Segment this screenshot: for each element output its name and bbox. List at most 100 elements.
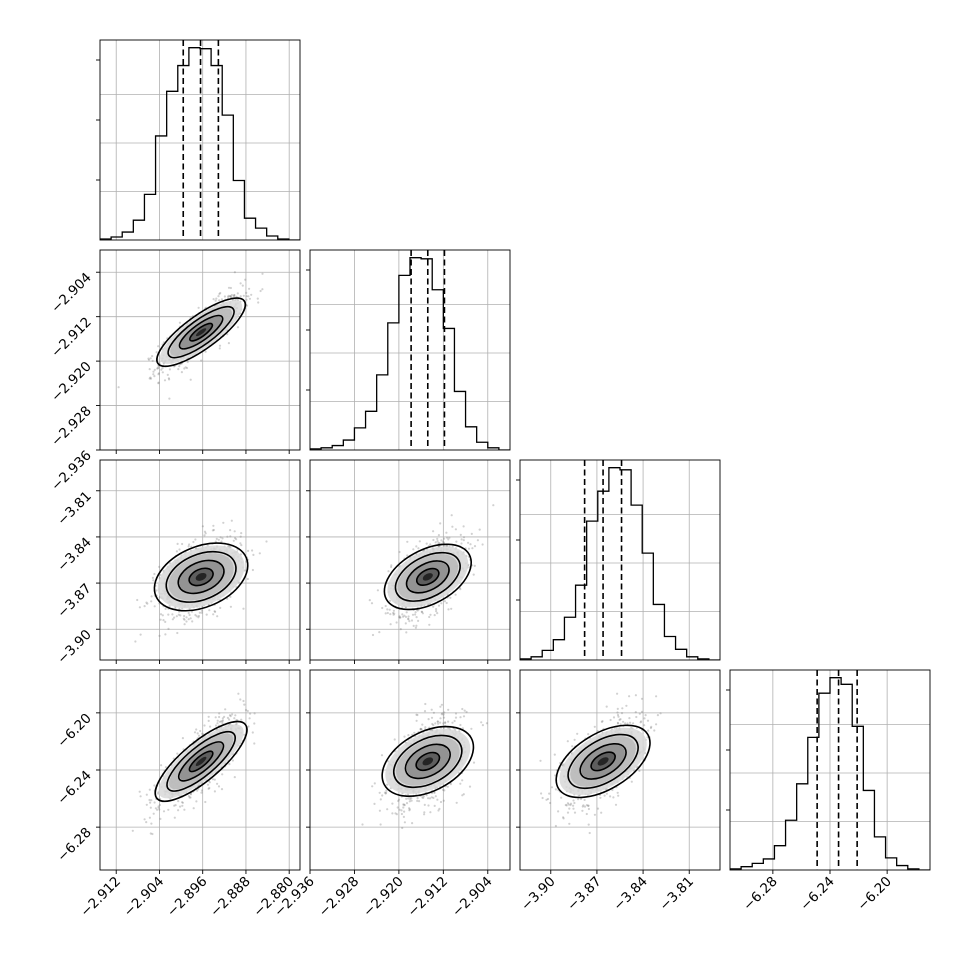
contour-3 (188, 750, 214, 773)
sample-point (242, 294, 245, 297)
sample-point (161, 614, 164, 617)
sample-point (422, 796, 425, 800)
sample-point (429, 811, 432, 814)
sample-point (213, 790, 216, 793)
sample-point (209, 725, 212, 728)
sample-point (444, 721, 447, 724)
sample-point (398, 550, 401, 554)
panel-frame (309, 459, 511, 661)
sample-point (139, 795, 142, 798)
sample-point (229, 595, 232, 599)
sample-point (628, 695, 631, 698)
hist-panel-0 (96, 39, 301, 241)
sample-point (577, 794, 580, 797)
sample-point (212, 613, 215, 616)
sample-point (386, 783, 389, 786)
sample-point (253, 722, 256, 725)
contour-3 (415, 567, 440, 587)
sample-point (460, 538, 463, 541)
sample-point (401, 826, 404, 830)
sample-point (478, 528, 481, 531)
sample-point (427, 718, 430, 721)
sample-point (185, 620, 188, 623)
sample-point (245, 295, 248, 298)
sample-point (248, 717, 251, 720)
sample-point (393, 738, 396, 741)
sample-point (371, 785, 374, 788)
sample-point (261, 272, 264, 275)
sample-point (423, 811, 426, 814)
sample-point (237, 692, 240, 695)
sample-point (429, 543, 432, 546)
sample-point (179, 614, 182, 617)
sample-point (186, 360, 189, 364)
sample-point (229, 529, 232, 532)
sample-point (251, 549, 254, 552)
contour-2 (177, 559, 225, 595)
density-content (520, 670, 720, 870)
sample-point (195, 728, 198, 731)
sample-point (150, 799, 153, 802)
sample-point (416, 713, 419, 717)
sample-point (417, 547, 420, 550)
sample-point (214, 724, 218, 727)
histogram-step-0 (100, 47, 300, 240)
sample-point (176, 752, 179, 755)
sample-point (438, 542, 441, 545)
sample-point (244, 708, 248, 712)
sample-point (158, 808, 161, 811)
sample-point (616, 707, 619, 711)
sample-point (572, 804, 575, 807)
sample-point (148, 816, 151, 819)
contour-1 (165, 550, 237, 603)
sample-point (167, 377, 170, 380)
sample-point (424, 702, 427, 706)
sample-point (435, 610, 438, 613)
sample-point (428, 623, 431, 626)
sample-point (414, 611, 417, 614)
sample-point (214, 299, 217, 302)
sample-point (207, 715, 210, 718)
sample-point (185, 366, 189, 370)
sample-point (421, 796, 424, 799)
sample-point (150, 600, 153, 603)
sample-point (420, 610, 424, 613)
sample-point (434, 541, 437, 544)
sample-point (455, 801, 458, 804)
sample-point (230, 293, 233, 297)
hist-panel-1 (306, 249, 511, 451)
sample-point (581, 805, 584, 808)
sample-point (148, 377, 151, 380)
sample-point (400, 812, 403, 816)
sample-point (221, 719, 224, 722)
sample-point (414, 626, 417, 629)
sample-point (616, 721, 620, 725)
sample-point (460, 542, 463, 545)
sample-point (249, 712, 252, 715)
sample-point (143, 605, 146, 608)
sample-point (136, 598, 139, 602)
sample-point (152, 812, 155, 815)
sample-point (618, 718, 621, 722)
sample-point (643, 724, 646, 727)
sample-point (148, 368, 151, 371)
sample-point (188, 543, 191, 546)
sample-point (162, 810, 166, 813)
sample-point (565, 804, 568, 807)
sample-point (228, 714, 232, 717)
sample-point (468, 785, 472, 788)
sample-point (401, 613, 404, 616)
sample-point (415, 719, 418, 722)
sample-point (443, 537, 446, 540)
sample-point (207, 787, 210, 790)
contour-1 (394, 551, 461, 602)
sample-point (378, 631, 381, 634)
sample-point (443, 711, 446, 714)
sample-point (183, 618, 186, 621)
sample-point (221, 722, 224, 725)
sample-point (434, 722, 437, 725)
sample-point (233, 530, 236, 533)
sample-point (373, 802, 376, 806)
density-content (310, 460, 510, 660)
sample-point (390, 564, 393, 567)
